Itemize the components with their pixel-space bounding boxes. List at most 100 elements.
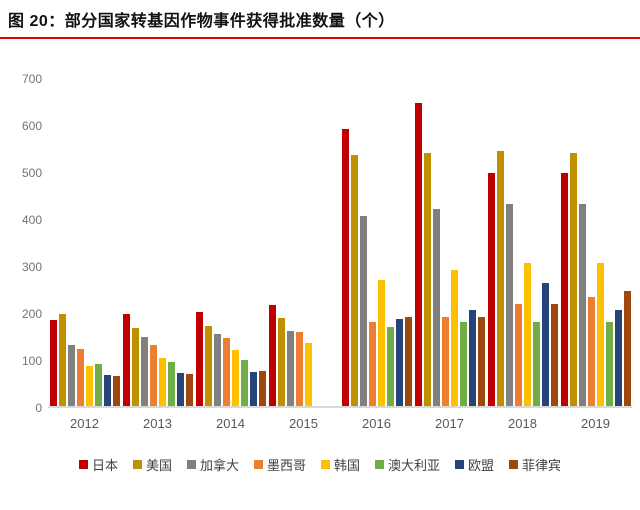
bar-japan-2013 xyxy=(122,313,130,406)
bar-japan-2019 xyxy=(560,173,568,406)
bar-mexico-2019 xyxy=(587,296,595,406)
bar-eu-2017 xyxy=(468,309,476,406)
legend-item-canada: 加拿大 xyxy=(186,455,239,474)
legend-item-australia: 澳大利亚 xyxy=(375,455,440,474)
bar-group-2013 xyxy=(121,79,194,406)
bar-canada-2016 xyxy=(359,215,367,406)
legend-label: 韩国 xyxy=(334,458,361,473)
legend-item-korea: 韩国 xyxy=(321,455,360,474)
y-tick-label: 200 xyxy=(21,307,42,321)
bar-mexico-2012 xyxy=(76,348,84,406)
x-tick-label-2015: 2015 xyxy=(289,416,318,431)
legend-label: 菲律宾 xyxy=(522,458,562,473)
y-tick-label: 0 xyxy=(35,401,42,415)
bar-australia-2014 xyxy=(240,360,248,406)
legend-swatch-icon xyxy=(455,460,465,469)
x-tick-label-2018: 2018 xyxy=(508,416,537,431)
legend-item-philippines: 菲律宾 xyxy=(509,455,561,474)
legend-label: 澳大利亚 xyxy=(388,458,441,473)
bar-australia-2013 xyxy=(167,362,175,406)
legend-item-japan: 日本 xyxy=(78,455,118,474)
bar-usa-2017 xyxy=(423,153,431,406)
bar-eu-2012 xyxy=(103,374,111,406)
bar-philippines-2018 xyxy=(550,303,558,406)
bar-australia-2016 xyxy=(386,327,394,406)
figure-header: 图 20：部分国家转基因作物事件获得批准数量（个） xyxy=(0,0,640,39)
bar-canada-2012 xyxy=(67,344,75,406)
legend-swatch-icon xyxy=(132,460,142,469)
y-tick-label: 100 xyxy=(21,354,42,368)
bar-group-2018 xyxy=(486,79,559,406)
x-tick-label-2016: 2016 xyxy=(362,416,391,431)
bar-group-2014 xyxy=(194,79,267,406)
plot-area xyxy=(48,79,632,408)
bar-usa-2013 xyxy=(131,328,139,406)
bar-korea-2014 xyxy=(231,349,239,406)
bar-eu-2016 xyxy=(395,319,403,406)
x-tick-label-2014: 2014 xyxy=(216,416,245,431)
bar-canada-2019 xyxy=(578,203,586,406)
bar-groups xyxy=(48,79,632,406)
bar-canada-2015 xyxy=(286,330,294,406)
bar-korea-2019 xyxy=(596,262,604,406)
bar-usa-2018 xyxy=(496,151,504,406)
bar-korea-2018 xyxy=(523,262,531,406)
bar-eu-2014 xyxy=(249,372,257,406)
bar-japan-2018 xyxy=(487,173,495,406)
bar-canada-2013 xyxy=(140,336,148,406)
bar-australia-2017 xyxy=(459,322,467,406)
bar-eu-2018 xyxy=(541,282,549,406)
bar-japan-2012 xyxy=(49,320,57,406)
y-tick-label: 700 xyxy=(21,72,42,86)
bar-canada-2017 xyxy=(432,208,440,406)
bar-usa-2016 xyxy=(350,154,358,406)
bar-eu-2013 xyxy=(176,373,184,406)
bar-japan-2015 xyxy=(268,304,276,406)
legend-item-eu: 欧盟 xyxy=(455,455,494,474)
bar-korea-2017 xyxy=(450,269,458,406)
bar-korea-2013 xyxy=(158,357,166,406)
bar-chart: 0 100 200 300 400 500 600 700 2012 2013 2014 2015 2… xyxy=(0,39,640,474)
bar-korea-2012 xyxy=(85,366,93,406)
legend-swatch-icon xyxy=(321,460,330,469)
legend-item-usa: 美国 xyxy=(132,455,172,474)
bar-philippines-2019 xyxy=(623,290,631,406)
bar-japan-2014 xyxy=(195,312,203,406)
bar-philippines-2017 xyxy=(477,316,485,406)
chart-legend: 日本 美国 加拿大 墨西哥 韩国 澳大利亚 欧盟 菲律宾 xyxy=(0,455,640,474)
bar-usa-2015 xyxy=(277,318,285,406)
legend-label: 欧盟 xyxy=(468,458,495,473)
y-tick-label: 300 xyxy=(21,260,42,274)
bar-philippines-2013 xyxy=(185,374,193,406)
plot-row: 0 100 200 300 400 500 600 700 xyxy=(0,72,640,414)
bar-eu-2019 xyxy=(614,309,622,406)
bar-canada-2014 xyxy=(213,334,221,406)
bar-mexico-2018 xyxy=(514,303,522,406)
bar-mexico-2016 xyxy=(368,322,376,406)
bar-philippines-2016 xyxy=(404,316,412,406)
bar-mexico-2013 xyxy=(149,344,157,406)
bar-japan-2016 xyxy=(341,128,349,406)
bar-usa-2019 xyxy=(569,153,577,406)
legend-label: 加拿大 xyxy=(199,458,239,473)
bar-group-2019 xyxy=(559,79,632,406)
legend-swatch-icon xyxy=(253,460,263,469)
bar-philippines-2012 xyxy=(112,376,120,406)
bar-mexico-2014 xyxy=(222,337,230,406)
bar-group-2016 xyxy=(340,79,413,406)
x-tick-label-2017: 2017 xyxy=(435,416,464,431)
x-tick-label-2012: 2012 xyxy=(70,416,99,431)
legend-label: 墨西哥 xyxy=(266,458,306,473)
bar-australia-2012 xyxy=(94,363,102,406)
bar-korea-2016 xyxy=(377,280,385,406)
x-tick-label-2013: 2013 xyxy=(143,416,172,431)
bar-group-2015 xyxy=(267,79,340,406)
bar-japan-2017 xyxy=(414,102,422,406)
bar-canada-2018 xyxy=(505,203,513,406)
y-tick-label: 500 xyxy=(21,166,42,180)
x-tick-label-2019: 2019 xyxy=(581,416,610,431)
legend-label: 日本 xyxy=(91,458,118,473)
bar-usa-2014 xyxy=(204,326,212,406)
legend-swatch-icon xyxy=(186,460,196,469)
